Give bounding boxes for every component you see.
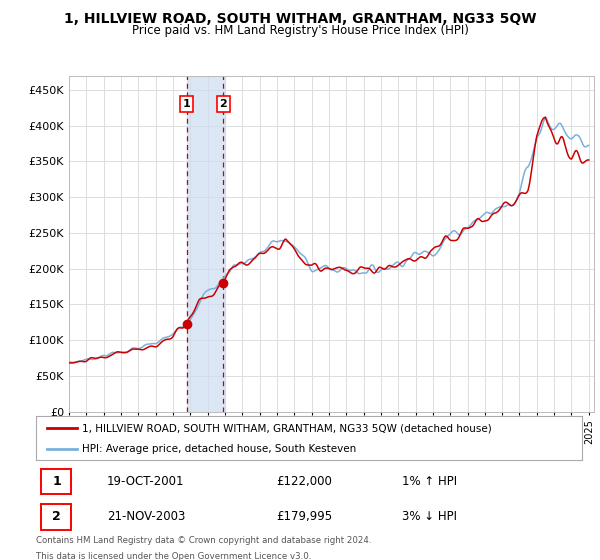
Text: Price paid vs. HM Land Registry's House Price Index (HPI): Price paid vs. HM Land Registry's House …: [131, 24, 469, 36]
Text: Contains HM Land Registry data © Crown copyright and database right 2024.: Contains HM Land Registry data © Crown c…: [36, 536, 371, 545]
Text: 1, HILLVIEW ROAD, SOUTH WITHAM, GRANTHAM, NG33 5QW: 1, HILLVIEW ROAD, SOUTH WITHAM, GRANTHAM…: [64, 12, 536, 26]
FancyBboxPatch shape: [41, 469, 71, 494]
Text: £179,995: £179,995: [276, 510, 332, 524]
Text: This data is licensed under the Open Government Licence v3.0.: This data is licensed under the Open Gov…: [36, 552, 311, 560]
Text: 1: 1: [52, 475, 61, 488]
Text: 2: 2: [220, 99, 227, 109]
Text: 1% ↑ HPI: 1% ↑ HPI: [402, 475, 457, 488]
Text: 3% ↓ HPI: 3% ↓ HPI: [402, 510, 457, 524]
Text: 1: 1: [183, 99, 191, 109]
Text: £122,000: £122,000: [276, 475, 332, 488]
Text: HPI: Average price, detached house, South Kesteven: HPI: Average price, detached house, Sout…: [82, 444, 356, 454]
Text: 1, HILLVIEW ROAD, SOUTH WITHAM, GRANTHAM, NG33 5QW (detached house): 1, HILLVIEW ROAD, SOUTH WITHAM, GRANTHAM…: [82, 423, 492, 433]
Text: 21-NOV-2003: 21-NOV-2003: [107, 510, 185, 524]
Text: 2: 2: [52, 510, 61, 524]
Text: 19-OCT-2001: 19-OCT-2001: [107, 475, 184, 488]
Bar: [187, 76, 225, 412]
FancyBboxPatch shape: [41, 504, 71, 530]
